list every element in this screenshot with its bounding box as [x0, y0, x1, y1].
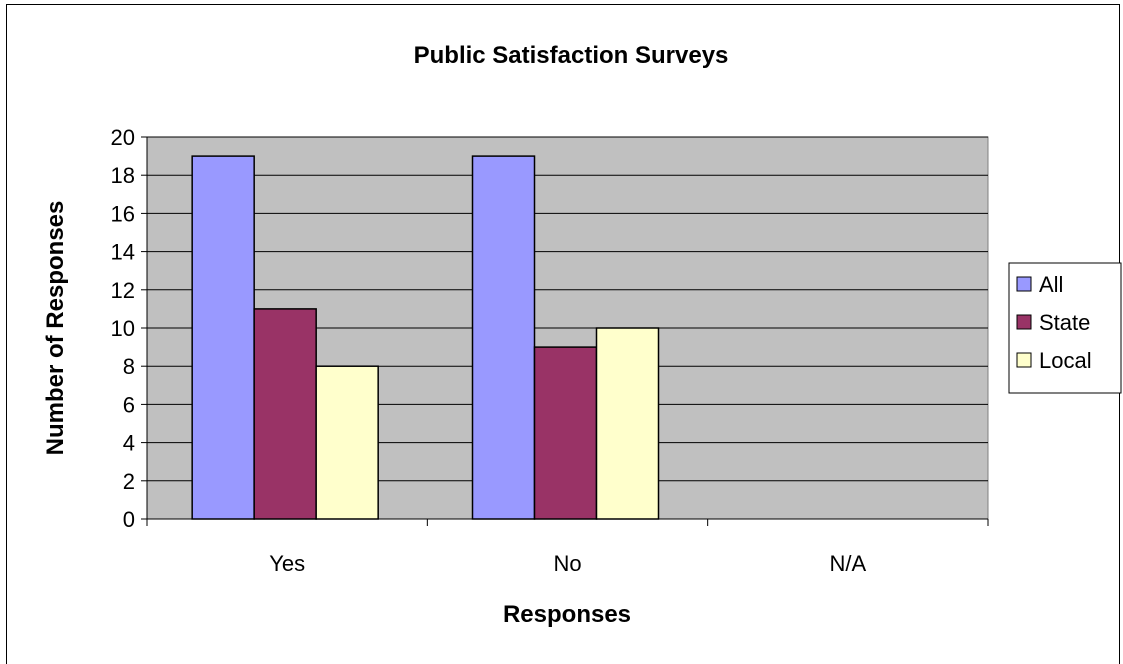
y-tick-label: 4	[123, 431, 135, 456]
y-tick-label: 20	[111, 125, 135, 150]
y-tick-label: 14	[111, 240, 135, 265]
x-tick-label: Yes	[269, 551, 305, 576]
legend-swatch-state	[1016, 314, 1032, 330]
bar-state-no	[533, 346, 598, 520]
y-tick-label: 18	[111, 163, 135, 188]
y-tick-label: 10	[111, 316, 135, 341]
y-tick-label: 6	[123, 392, 135, 417]
y-tick-label: 8	[123, 354, 135, 379]
legend-label-state: State	[1039, 310, 1090, 335]
x-tick-label: N/A	[829, 551, 866, 576]
bar-local-no	[595, 327, 660, 520]
legend-label-all: All	[1039, 272, 1063, 297]
x-tick-label: No	[553, 551, 581, 576]
chart-title: Public Satisfaction Surveys	[414, 42, 729, 69]
legend-swatch-all	[1016, 276, 1032, 292]
y-tick-label: 2	[123, 469, 135, 494]
bar-all-no	[471, 155, 536, 520]
bar-local-yes	[315, 365, 379, 520]
bar-state-yes	[253, 308, 317, 520]
y-tick-label: 0	[123, 507, 135, 532]
y-tick-label: 12	[111, 278, 135, 303]
x-axis-title: Responses	[503, 601, 631, 628]
legend-label-local: Local	[1039, 348, 1092, 373]
y-axis-title: Number of Responses	[42, 201, 69, 456]
y-tick-label: 16	[111, 201, 135, 226]
bar-all-yes	[191, 155, 255, 520]
legend-swatch-local	[1016, 352, 1032, 368]
legend: All State Local	[1008, 262, 1122, 394]
